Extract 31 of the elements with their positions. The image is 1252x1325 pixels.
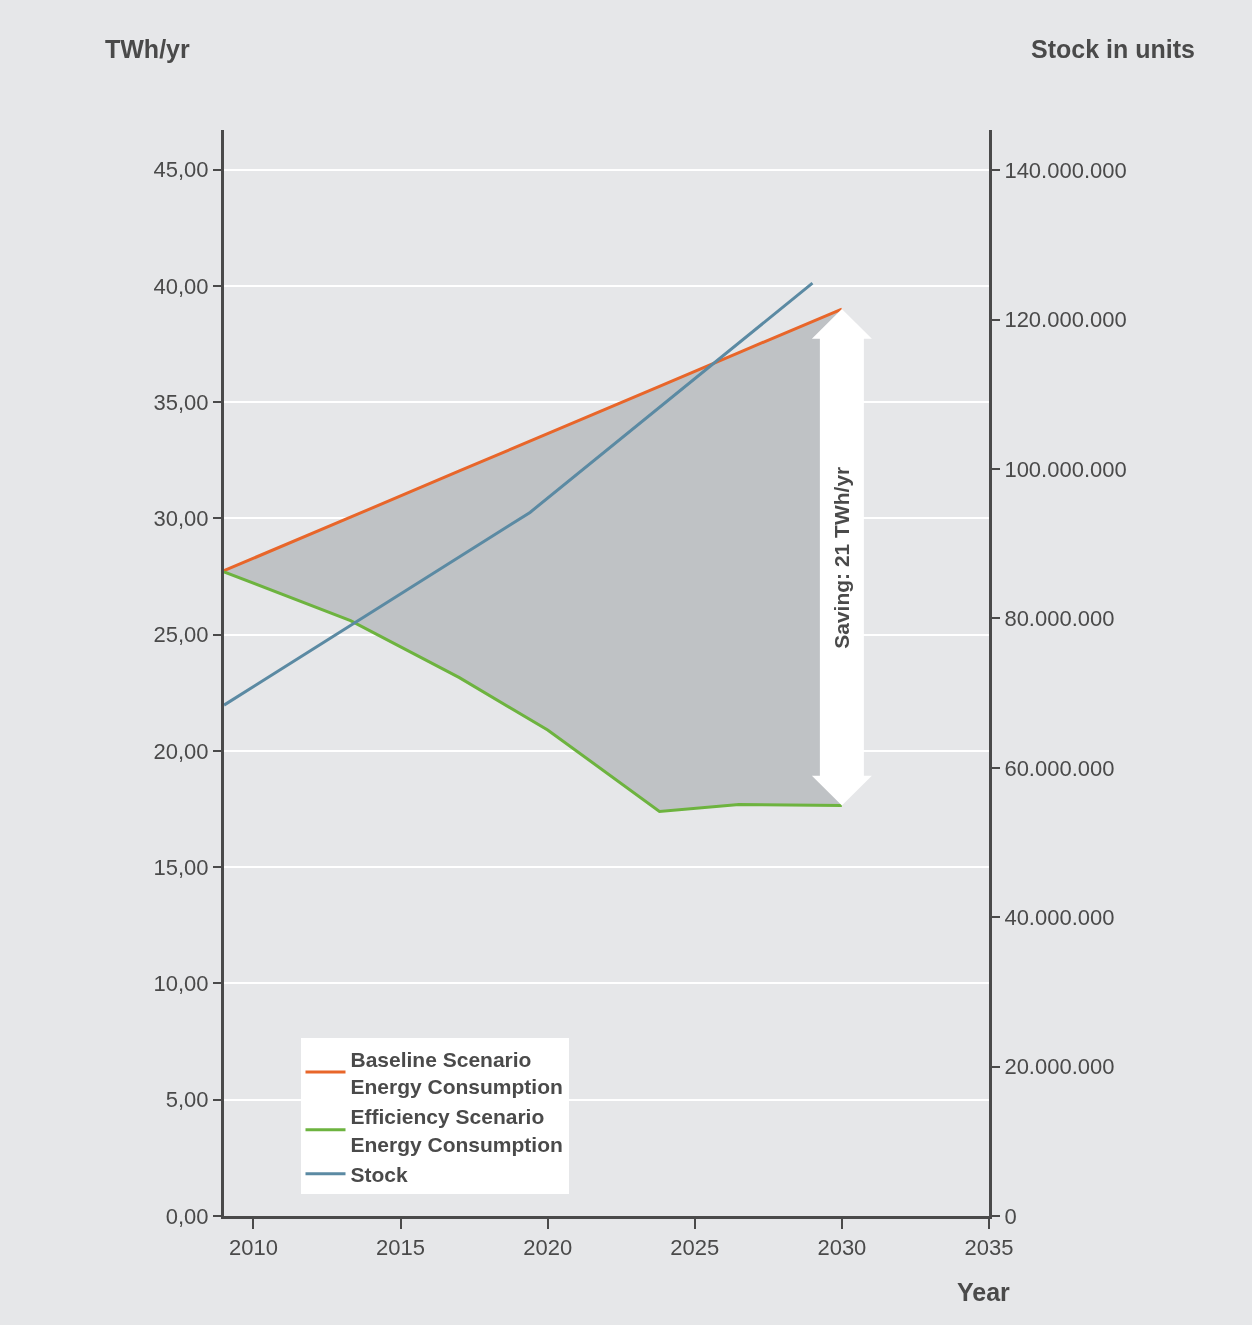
y2-tick-label: 140.000.000: [1004, 158, 1127, 184]
legend-label: Efficiency Scenario Energy Consumption: [350, 1105, 563, 1156]
y-tick-label: 15,00: [153, 854, 209, 880]
y-tick-label: 25,00: [153, 622, 209, 648]
x-tick-label: 2015: [376, 1235, 426, 1261]
y2-tick-label: 100.000.000: [1004, 456, 1127, 482]
y-tick-label: 35,00: [153, 389, 209, 415]
y-tick-label: 30,00: [153, 506, 209, 532]
x-tick-label: 2035: [964, 1235, 1014, 1261]
y-tick-label: 10,00: [153, 971, 209, 997]
legend-label: Baseline Scenario Energy Consumption: [350, 1047, 563, 1098]
annotation: Saving: 21 TWh/yr: [829, 466, 853, 649]
y-tick-label: 0,00: [165, 1203, 209, 1229]
x-tick-label: 2010: [228, 1235, 278, 1261]
y2-axis-title: Stock in units: [1031, 35, 1195, 63]
x-axis-title: Year: [957, 1278, 1011, 1306]
y2-tick-label: 80.000.000: [1004, 606, 1115, 632]
y2-tick-label: 40.000.000: [1004, 904, 1115, 930]
y-tick-label: 20,00: [153, 738, 209, 764]
x-tick-label: 2025: [670, 1235, 720, 1261]
x-tick-label: 2030: [817, 1235, 867, 1261]
y-tick-label: 5,00: [165, 1087, 209, 1113]
y2-tick-label: 20.000.000: [1004, 1054, 1115, 1080]
y-axis-title: TWh/yr: [105, 35, 190, 63]
legend-label: Stock: [350, 1162, 409, 1186]
y2-tick-label: 120.000.000: [1004, 307, 1127, 333]
x-tick-label: 2020: [523, 1235, 573, 1261]
y2-tick-label: 60.000.000: [1004, 755, 1115, 781]
y-tick-label: 45,00: [153, 157, 209, 183]
y-tick-label: 40,00: [153, 273, 209, 299]
y2-tick-label: 0: [1004, 1203, 1017, 1229]
